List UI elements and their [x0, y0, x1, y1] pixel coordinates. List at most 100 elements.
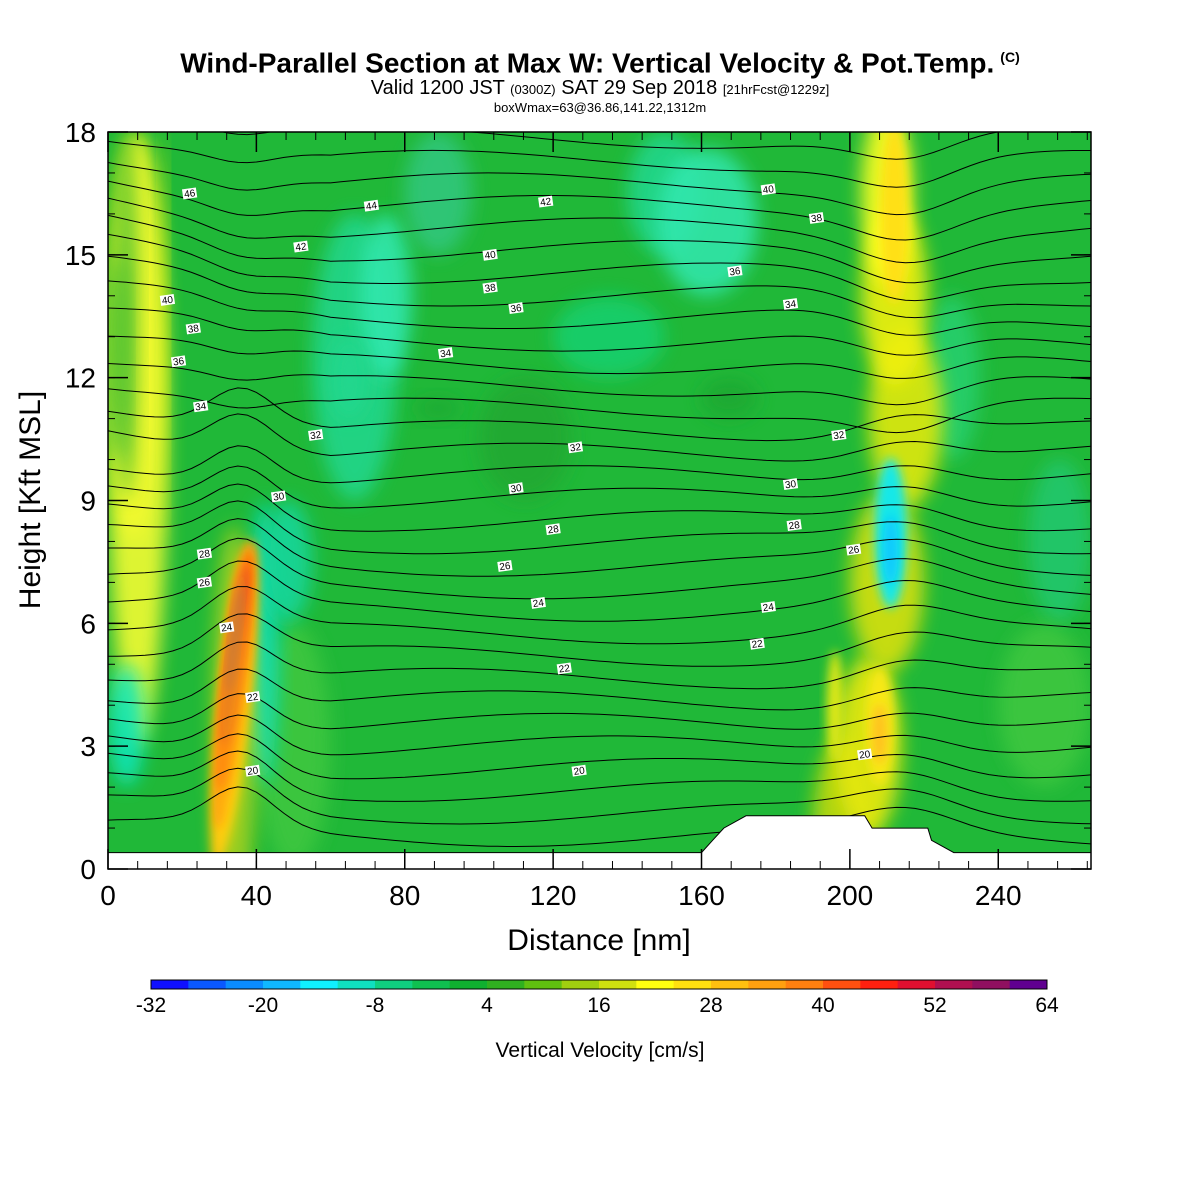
plot-area: 46 44 42 40 42 40 38 40 38 36 34 38 36 36 34 34 32 32 32 30… [108, 132, 1091, 869]
colorbar-swatch-0 [151, 980, 189, 989]
isentrope-label-box [482, 248, 498, 261]
isentrope-line-13 [108, 500, 1091, 555]
isentrope-label-box [185, 322, 201, 335]
field-region-17 [998, 623, 1091, 788]
isentrope-label-box [727, 265, 743, 278]
colorbar-swatch-9 [487, 980, 525, 989]
colorbar-swatch-21 [935, 980, 973, 989]
colorbar-swatch-8 [449, 980, 488, 989]
colorbar-swatch-22 [972, 980, 1011, 989]
isentrope-label-text: 30 [510, 483, 523, 496]
isentrope-label-4: 42 [293, 240, 309, 254]
isentrope-line-27 [108, 197, 1091, 264]
isentrope-label-28: 24 [219, 621, 235, 635]
colorbar-swatch-14 [673, 980, 712, 989]
y-tick-label: 9 [80, 486, 96, 517]
isentrope-label-box [845, 543, 862, 556]
x-tick-label: 200 [827, 880, 874, 911]
isentrope-label-text: 20 [859, 749, 872, 762]
colorbar-tick-label: 64 [1035, 994, 1059, 1017]
isentrope-label-box [571, 764, 587, 777]
isentrope-line-20 [108, 363, 1091, 406]
y-tick-label: 18 [65, 117, 96, 148]
isentrope-label-box [245, 764, 261, 777]
colorbar: -32 -20 -8 4 16 28 40 52 64 [136, 979, 1059, 1017]
isentrope-line-3 [108, 733, 1091, 780]
isentrope-label-text: 34 [195, 401, 208, 414]
isentrope-label-box [556, 662, 572, 675]
isentrope-label-16: 32 [308, 429, 324, 442]
colorbar-swatch-20 [897, 980, 936, 989]
isentrope-labels: 46 44 42 40 42 40 38 40 38 36 34 38 36 36 34 34 32 32 32 30… [159, 183, 873, 778]
isentrope-line-17 [108, 413, 1091, 462]
isentrope-line-7 [108, 641, 1091, 690]
isentrope-label-7: 40 [159, 293, 176, 308]
isentrope-line-12 [108, 518, 1091, 577]
isentrope-line-21 [108, 335, 1091, 379]
isentropes [108, 132, 1091, 847]
updraft-core-lower-peak [872, 703, 887, 764]
colorbar-tick-label: 4 [481, 994, 493, 1017]
isentrope-line-23 [108, 280, 1091, 336]
isentrope-label-21: 30 [782, 478, 799, 491]
isentrope-label-8: 38 [482, 281, 498, 295]
colorbar-swatch-3 [263, 980, 301, 989]
colorbar-swatch-2 [225, 980, 264, 989]
isentrope-label-box [308, 429, 324, 441]
isentrope-label-box [245, 691, 261, 703]
isentrope-label-box [760, 183, 776, 196]
isentrope-label-36: 20 [857, 748, 873, 762]
isentrope-label-text: 28 [198, 548, 211, 561]
isentrope-label-text: 26 [198, 577, 211, 590]
isentrope-label-box [786, 519, 802, 532]
colorbar-swatch-16 [748, 980, 787, 989]
isentrope-line-16 [108, 445, 1091, 484]
updraft-secondary [827, 650, 844, 761]
isentrope-label-30: 24 [760, 601, 776, 614]
isentrope-label-text: 42 [540, 196, 553, 209]
x-tick-label: 40 [241, 880, 272, 911]
isentrope-label-text: 36 [172, 356, 185, 369]
isentrope-label-box [270, 490, 287, 503]
isentrope-line-24 [108, 255, 1091, 319]
isentrope-label-2: 42 [538, 195, 554, 209]
x-tick-label: 160 [678, 880, 725, 911]
isentrope-label-box [808, 212, 825, 224]
colorbar-swatch-10 [524, 980, 563, 989]
isentrope-label-text: 46 [183, 188, 196, 201]
isentrope-label-text: 34 [439, 348, 452, 361]
colorbar-tick-label: -8 [366, 994, 385, 1017]
valid-time-line: Valid 1200 JST (0300Z) SAT 29 Sep 2018 [… [0, 78, 1200, 100]
isentrope-label-box [196, 576, 213, 589]
isentrope-label-text: 40 [161, 295, 174, 308]
isentrope-line-22 [108, 307, 1091, 356]
isentrope-label-12: 36 [508, 302, 524, 316]
isentrope-label-22: 28 [196, 547, 213, 561]
isentrope-label-text: 26 [847, 544, 860, 557]
isentrope-label-box [530, 596, 546, 609]
isentrope-label-box [437, 347, 454, 360]
isentrope-label-box [538, 195, 554, 208]
field-region-21 [701, 377, 758, 419]
isentrope-label-text: 20 [247, 765, 260, 778]
valid-date: SAT 29 Sep 2018 [561, 77, 718, 100]
main-updraft-halo [212, 525, 257, 869]
isentrope-label-text: 24 [532, 598, 545, 611]
colorbar-frame [150, 979, 1048, 990]
colorbar-tick-label: 16 [587, 994, 610, 1017]
isentrope-label-box [831, 429, 847, 441]
box-max-info: boxWmax=63@36.86,141.22,1312m [493, 100, 707, 116]
isentrope-label-text: 36 [510, 303, 523, 316]
isentrope-label-5: 40 [482, 248, 498, 262]
colorbar-swatch-1 [188, 980, 227, 989]
isentrope-line-5 [108, 693, 1091, 730]
isentrope-label-27: 26 [845, 543, 862, 557]
isentrope-label-text: 38 [187, 323, 200, 336]
colorbar-tick-label: 40 [811, 994, 834, 1017]
colorbar-swatch-12 [599, 980, 637, 989]
isentrope-label-text: 40 [762, 184, 775, 197]
isentrope-line-29 [108, 162, 1091, 216]
y-tick-label: 0 [80, 854, 96, 885]
isentrope-label-text: 32 [833, 430, 846, 443]
isentrope-line-6 [108, 668, 1091, 711]
